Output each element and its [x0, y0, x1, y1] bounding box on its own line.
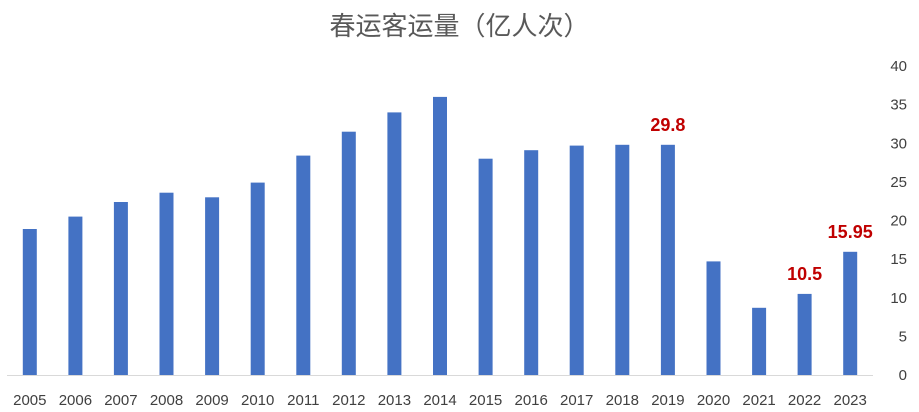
- bar-2021: [752, 307, 767, 375]
- x-tick-label-2015: 2015: [469, 392, 502, 409]
- bar-2011: [296, 155, 311, 375]
- x-tick-label-2008: 2008: [150, 392, 183, 409]
- x-tick-label-2016: 2016: [515, 392, 548, 409]
- bar-2013: [387, 112, 402, 376]
- x-tick-label-2020: 2020: [697, 392, 730, 409]
- y-tick-label-35: 35: [890, 97, 907, 114]
- x-tick-label-2021: 2021: [742, 392, 775, 409]
- y-tick-label-0: 0: [899, 367, 907, 384]
- y-tick-label-10: 10: [890, 290, 907, 307]
- bar-2022: [797, 293, 812, 375]
- bar-2018: [615, 144, 630, 375]
- bar-2006: [68, 216, 83, 375]
- y-tick-label-25: 25: [890, 174, 907, 191]
- x-tick-label-2019: 2019: [651, 392, 684, 409]
- bar-2015: [478, 158, 493, 375]
- x-tick-label-2022: 2022: [788, 392, 821, 409]
- y-tick-label-5: 5: [899, 328, 907, 345]
- x-tick-label-2023: 2023: [834, 392, 867, 409]
- bar-2010: [250, 182, 265, 375]
- bar-2014: [433, 96, 447, 376]
- data-label-2022: 10.5: [787, 264, 822, 284]
- bar-2012: [341, 131, 356, 375]
- x-tick-label-2012: 2012: [332, 392, 365, 409]
- x-tick-label-2011: 2011: [287, 392, 319, 409]
- bar-2009: [205, 197, 220, 375]
- bar-2017: [569, 145, 584, 375]
- chart-title: 春运客运量（亿人次）: [329, 12, 590, 42]
- x-tick-label-2010: 2010: [241, 392, 274, 409]
- y-tick-label-30: 30: [890, 135, 907, 152]
- x-tick-label-2006: 2006: [59, 392, 92, 409]
- x-tick-label-2007: 2007: [104, 392, 137, 409]
- x-tick-label-2009: 2009: [195, 392, 228, 409]
- bar-2007: [113, 202, 128, 375]
- bar-2005: [22, 229, 37, 375]
- x-tick-label-2017: 2017: [560, 392, 593, 409]
- bar-2020: [706, 261, 721, 375]
- bar-2019: [660, 144, 675, 375]
- x-tick-label-2013: 2013: [378, 392, 411, 409]
- bar-2008: [159, 192, 174, 375]
- data-label-2023: 15.95: [828, 222, 873, 242]
- y-tick-label-40: 40: [890, 58, 907, 75]
- y-tick-label-15: 15: [890, 251, 907, 268]
- x-tick-label-2014: 2014: [423, 392, 456, 409]
- y-tick-label-20: 20: [890, 213, 907, 230]
- data-label-2019: 29.8: [650, 115, 685, 135]
- x-tick-label-2005: 2005: [13, 392, 46, 409]
- bar-2023: [843, 251, 858, 375]
- bar-2016: [524, 150, 539, 375]
- x-tick-label-2018: 2018: [606, 392, 639, 409]
